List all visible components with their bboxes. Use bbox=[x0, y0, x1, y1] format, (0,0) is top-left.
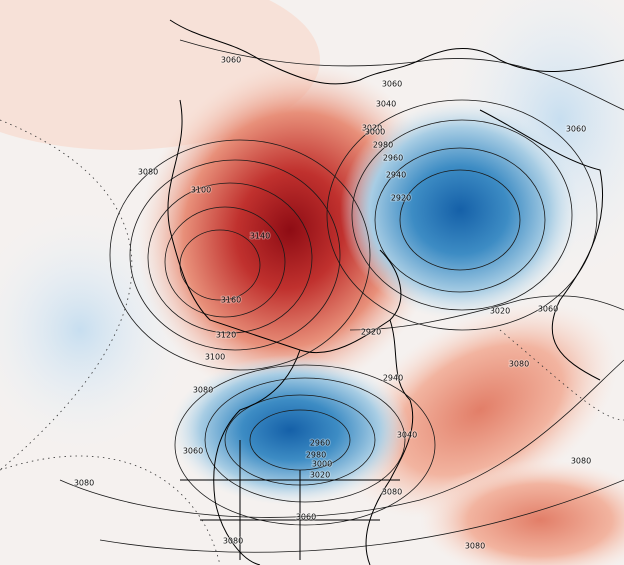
contour-label: 3000 bbox=[365, 128, 385, 137]
contour-label: 3060 bbox=[296, 513, 316, 522]
warm-anomaly bbox=[420, 460, 624, 565]
contour-label: 3100 bbox=[205, 353, 225, 362]
coastlines bbox=[167, 19, 624, 565]
contour-label: 3020 bbox=[490, 307, 510, 316]
contour-label: 3060 bbox=[183, 447, 203, 456]
contour-label: 3060 bbox=[566, 125, 586, 134]
contour-label: 3040 bbox=[376, 100, 396, 109]
contour-label: 3080 bbox=[571, 457, 591, 466]
contour-label: 3080 bbox=[509, 360, 529, 369]
cold-anomaly bbox=[170, 355, 410, 505]
cold-anomaly bbox=[340, 100, 580, 320]
contour-label: 3040 bbox=[397, 431, 417, 440]
contour-label: 2920 bbox=[361, 328, 381, 337]
contour-label: 3140 bbox=[250, 232, 270, 241]
contour-label: 3060 bbox=[538, 305, 558, 314]
contour-label: 2920 bbox=[391, 194, 411, 203]
contour-label: 2980 bbox=[373, 141, 393, 150]
contour-label: 2960 bbox=[310, 439, 330, 448]
contour-label: 2940 bbox=[386, 171, 406, 180]
contour-label: 2980 bbox=[306, 451, 326, 460]
contour-label: 3060 bbox=[221, 56, 241, 65]
contours bbox=[59, 39, 624, 553]
contour-label: 3080 bbox=[193, 386, 213, 395]
contour-labels: 3060 3060 3040 3020 3000 2980 2960 2940 … bbox=[73, 55, 592, 552]
contour-label: 3160 bbox=[221, 296, 241, 305]
contour-label: 3080 bbox=[382, 488, 402, 497]
contour-label: 3060 bbox=[382, 80, 402, 89]
contour-label: 3020 bbox=[362, 124, 382, 133]
contour-label: 2940 bbox=[383, 374, 403, 383]
contour-label: 3100 bbox=[191, 186, 211, 195]
contour-label: 3080 bbox=[465, 542, 485, 551]
contour-label: 3020 bbox=[310, 471, 330, 480]
contour-label: 3120 bbox=[216, 331, 236, 340]
contour-label: 3000 bbox=[312, 460, 332, 469]
contour-label: 3080 bbox=[138, 168, 158, 177]
contour-label: 2960 bbox=[383, 154, 403, 163]
contour-label: 3080 bbox=[74, 479, 94, 488]
contour-label: 3080 bbox=[223, 537, 243, 546]
